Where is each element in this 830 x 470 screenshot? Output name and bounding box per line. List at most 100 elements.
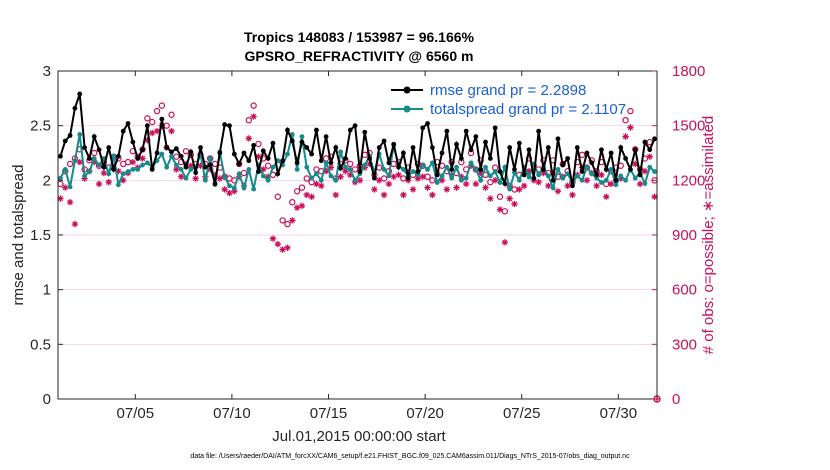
rmse-point xyxy=(463,128,469,134)
rmse-point xyxy=(628,167,633,172)
obs-assimilated-point xyxy=(603,193,610,200)
rmse-point xyxy=(425,121,430,126)
totalspread-point xyxy=(207,156,213,161)
totalspread-point xyxy=(178,167,184,172)
rmse-point xyxy=(202,164,208,170)
totalspread-point xyxy=(526,174,532,180)
rmse-point xyxy=(545,145,551,150)
totalspread-point xyxy=(560,175,566,181)
obs-assimilated-point xyxy=(376,177,383,184)
obs-assimilated-point xyxy=(366,160,373,168)
obs-possible-point xyxy=(235,160,243,168)
totalspread-point xyxy=(473,167,479,172)
rmse-point xyxy=(372,175,377,181)
rmse-point xyxy=(275,171,281,177)
rmse-point xyxy=(560,162,566,168)
totalspread-point xyxy=(144,160,150,166)
rmse-point xyxy=(642,139,648,145)
y-right-tick-label: 600 xyxy=(672,282,697,299)
rmse-point xyxy=(405,175,411,181)
obs-assimilated-point xyxy=(139,155,146,162)
totalspread-point xyxy=(91,156,97,161)
rmse-point xyxy=(357,169,363,174)
rmse-point xyxy=(164,145,170,150)
obs-assimilated-point xyxy=(477,169,484,177)
y-right-tick-label: 900 xyxy=(672,227,697,244)
rmse-point xyxy=(420,125,426,131)
totalspread-point xyxy=(227,183,232,189)
totalspread-point xyxy=(599,180,604,185)
obs-assimilated-point xyxy=(255,153,262,160)
obs-assimilated-point xyxy=(472,180,480,188)
obs-assimilated-point xyxy=(356,177,364,184)
totalspread-point xyxy=(309,175,315,181)
rmse-point xyxy=(125,121,131,126)
totalspread-point xyxy=(62,167,68,172)
legend-rmse-label: rmse grand pr = 2.2898 xyxy=(430,82,586,99)
obs-assimilated-point xyxy=(284,244,291,251)
obs-assimilated-point xyxy=(361,164,368,171)
x-axis-label: Jul.01,2015 00:00:00 start xyxy=(272,428,446,445)
obs-assimilated-point xyxy=(197,162,204,169)
totalspread-point xyxy=(106,171,112,177)
obs-assimilated-point xyxy=(327,164,335,171)
totalspread-point xyxy=(386,173,392,179)
totalspread-point xyxy=(183,175,189,181)
y-right-tick-label: 300 xyxy=(672,336,697,353)
y-left-tick-label: 2 xyxy=(43,172,51,189)
obs-assimilated-point xyxy=(144,137,151,144)
totalspread-point xyxy=(314,171,319,177)
totalspread-point xyxy=(173,162,179,168)
chart-title-line1: Tropics 148083 / 153987 = 96.166% xyxy=(244,29,475,45)
rmse-point xyxy=(594,172,600,178)
y-left-tick-label: 3 xyxy=(43,63,51,80)
rmse-point xyxy=(309,151,315,157)
rmse-point xyxy=(623,156,629,161)
totalspread-point xyxy=(347,167,353,172)
totalspread-point xyxy=(381,167,387,172)
rmse-point xyxy=(507,145,513,150)
rmse-point xyxy=(173,146,179,152)
totalspread-point xyxy=(299,134,305,140)
rmse-point xyxy=(367,156,372,161)
obs-assimilated-point xyxy=(71,220,79,228)
rmse-point xyxy=(217,150,223,156)
totalspread-point xyxy=(265,177,271,183)
rmse-point xyxy=(188,149,194,155)
totalspread-point xyxy=(135,167,141,172)
totalspread-point xyxy=(333,177,339,183)
legend-spread-marker xyxy=(403,105,411,113)
x-axis-ticks: 07/05 07/10 07/15 07/20 07/25 07/30 xyxy=(117,71,637,422)
rmse-point xyxy=(618,145,624,150)
totalspread-point xyxy=(188,167,194,172)
obs-possible-point xyxy=(622,116,629,124)
obs-assimilated-point xyxy=(105,178,112,186)
obs-assimilated-point xyxy=(289,217,296,224)
rmse-point xyxy=(550,177,556,183)
obs-assimilated-point xyxy=(540,169,547,177)
totalspread-point xyxy=(304,164,310,170)
rmse-point xyxy=(318,158,324,164)
y-left-tick-label: 0.5 xyxy=(30,336,51,353)
rmse-point xyxy=(512,167,517,172)
totalspread-point xyxy=(492,169,498,174)
totalspread-point xyxy=(251,186,257,192)
rmse-point xyxy=(632,147,638,153)
obs-assimilated-point xyxy=(443,186,451,193)
totalspread-point xyxy=(169,153,174,159)
obs-assimilated-point xyxy=(535,178,542,186)
obs-possible-point xyxy=(158,102,166,109)
rmse-point xyxy=(458,156,464,161)
obs-possible-point xyxy=(496,193,504,200)
totalspread-point xyxy=(202,177,208,183)
rmse-point xyxy=(183,164,189,170)
y-right-tick-label: 1800 xyxy=(672,63,705,80)
obs-assimilated-point xyxy=(332,191,339,199)
obs-assimilated-point xyxy=(617,175,624,182)
totalspread-point xyxy=(613,182,619,188)
rmse-point xyxy=(270,140,276,146)
totalspread-point xyxy=(454,164,459,170)
rmse-point xyxy=(289,138,295,144)
obs-assimilated-point xyxy=(583,177,591,184)
totalspread-point xyxy=(246,167,252,172)
